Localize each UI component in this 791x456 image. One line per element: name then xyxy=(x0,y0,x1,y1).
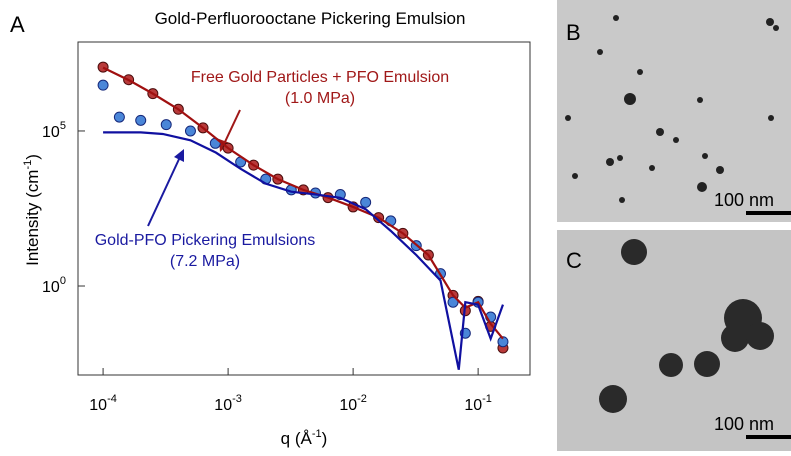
data-point xyxy=(360,196,372,208)
tem-image-b: B 100 nm xyxy=(557,0,791,222)
panel-label: A xyxy=(10,12,25,37)
data-point xyxy=(97,79,109,91)
scale-label: 100 nm xyxy=(714,190,774,210)
tick-exponent: -3 xyxy=(232,393,242,405)
arrow xyxy=(223,109,241,145)
tick-base: 10 xyxy=(42,124,60,141)
chart-title: Gold-Perfluorooctane Pickering Emulsion xyxy=(155,9,466,28)
y-axis-label: Intensity (cm-1) xyxy=(22,154,42,266)
arrow xyxy=(147,156,181,227)
x-axis-label: q (Å-1) xyxy=(281,428,328,448)
plot-frame xyxy=(77,41,531,376)
data-point xyxy=(160,119,172,131)
fit-line xyxy=(103,131,504,370)
arrow-head xyxy=(174,149,184,162)
tick-base: 10 xyxy=(42,279,60,296)
tick-base: 10 xyxy=(214,397,232,414)
tick-base: 10 xyxy=(464,397,482,414)
annotation: Free Gold Particles + PFO Emulsion xyxy=(191,69,449,86)
tick-exponent: 0 xyxy=(60,275,66,287)
x-tick-label: 10-2 xyxy=(339,393,367,414)
tick-exponent: -2 xyxy=(357,393,367,405)
annotation: (7.2 MPa) xyxy=(170,253,240,270)
tick-exponent: 5 xyxy=(60,120,66,132)
data-point xyxy=(447,296,459,308)
x-tick-label: 10-3 xyxy=(214,393,242,414)
scale-label: 100 nm xyxy=(714,414,774,434)
plot-area xyxy=(97,61,509,370)
image-background xyxy=(557,0,791,222)
clusters xyxy=(599,239,774,413)
tick-base: 10 xyxy=(339,397,357,414)
annotation: Gold-PFO Pickering Emulsions xyxy=(95,232,316,249)
tem-image-c: C 100 nm xyxy=(557,230,791,451)
y-tick-label: 105 xyxy=(42,120,66,141)
tick-base: 10 xyxy=(89,397,107,414)
panel-label: C xyxy=(566,248,582,273)
x-tick-label: 10-1 xyxy=(464,393,492,414)
data-point xyxy=(497,336,509,348)
tick-exponent: -1 xyxy=(482,393,492,405)
y-tick-label: 100 xyxy=(42,275,66,296)
tick-exponent: -4 xyxy=(107,393,117,405)
particles xyxy=(565,15,779,203)
data-point xyxy=(135,114,147,126)
x-tick-label: 10-4 xyxy=(89,393,117,414)
annotation: (1.0 MPa) xyxy=(285,90,355,107)
data-point xyxy=(113,111,125,123)
panel-label: B xyxy=(566,20,581,45)
data-point xyxy=(184,125,196,137)
